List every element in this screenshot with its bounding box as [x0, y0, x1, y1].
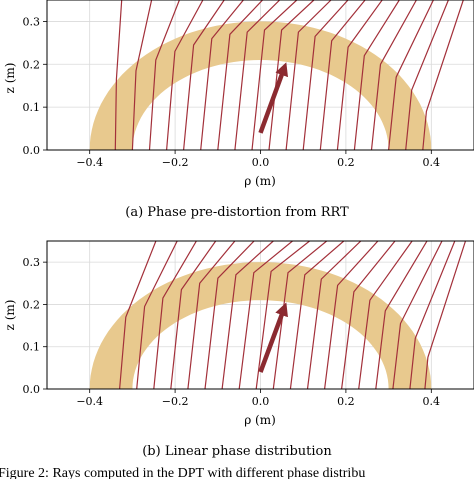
lens-shape	[89, 262, 432, 389]
ray-line	[255, 241, 310, 389]
ray-line	[131, 0, 153, 150]
ray-line	[388, 0, 434, 150]
y-tick-label: 0.3	[23, 15, 41, 28]
y-tick-label: 0.1	[23, 101, 41, 114]
y-ticks-b: 0.0 0.1 0.2 0.3	[23, 256, 47, 396]
ray-line	[353, 0, 400, 150]
direction-arrow	[258, 62, 289, 134]
ray-line	[324, 241, 379, 389]
ray-line	[319, 0, 366, 150]
y-tick-label: 0.2	[23, 298, 41, 311]
ray-line	[166, 0, 204, 150]
x-tick-label: −0.4	[76, 395, 103, 408]
y-tick-label: 0.1	[23, 341, 41, 354]
x-tick-label: −0.4	[76, 156, 103, 169]
x-ticks-a: −0.4 −0.2 0.0 0.2 0.4	[76, 150, 440, 169]
ray-line	[272, 241, 328, 389]
y-tick-label: 0.2	[23, 58, 41, 71]
ray-line	[170, 241, 217, 389]
ray-line	[336, 0, 383, 150]
panel-b: −0.4 −0.2 0.0 0.2 0.4 0.0 0.1 0.2 0.3 ρ (m) z (…	[3, 240, 474, 459]
ray-line	[221, 241, 274, 389]
ray-line	[183, 0, 225, 150]
caption-b: (b) Linear phase distribution	[142, 444, 332, 459]
x-ticks-b: −0.4 −0.2 0.0 0.2 0.4	[76, 389, 440, 408]
ray-line	[217, 0, 264, 150]
figure-caption: Figure 2: Rays computed in the DPT with …	[0, 466, 365, 479]
ray-line	[375, 241, 428, 389]
ray-line	[422, 0, 464, 150]
y-tick-label: 0.0	[23, 144, 41, 157]
ray-line	[187, 241, 236, 389]
y-tick-label: 0.3	[23, 256, 41, 269]
ray-line	[302, 0, 349, 150]
arrow-a	[258, 62, 289, 134]
ray-line	[200, 0, 244, 150]
ray-line	[238, 241, 293, 389]
x-tick-label: 0.4	[423, 156, 441, 169]
ray-line	[289, 241, 345, 389]
ray-line	[306, 241, 362, 389]
x-tick-label: 0.0	[252, 395, 270, 408]
x-tick-label: 0.4	[423, 395, 441, 408]
arrow-b	[258, 302, 288, 373]
ray-line	[409, 241, 456, 389]
x-tick-label: −0.2	[162, 395, 189, 408]
rays-b	[119, 241, 467, 389]
ray-line	[341, 241, 396, 389]
rays-a	[114, 0, 464, 150]
ray-line	[358, 241, 413, 389]
ray-line	[119, 241, 157, 389]
ray-line	[268, 0, 315, 150]
ray-line	[136, 241, 178, 389]
ray-line	[204, 241, 255, 389]
ray-line	[251, 0, 298, 150]
ray-line	[405, 0, 449, 150]
x-tick-label: 0.2	[337, 395, 355, 408]
ray-line	[153, 241, 197, 389]
x-tick-label: 0.2	[337, 156, 355, 169]
direction-arrow	[258, 302, 288, 373]
ray-line	[114, 0, 123, 150]
panel-a: −0.4 −0.2 0.0 0.2 0.4 0.0 0.1 0.2 0.3 ρ (m) z (…	[3, 0, 474, 220]
y-axis-label-b: z (m)	[3, 300, 17, 331]
x-tick-label: −0.2	[162, 156, 189, 169]
lens-b	[89, 262, 432, 389]
ray-line	[148, 0, 180, 150]
y-ticks-a: 0.0 0.1 0.2 0.3	[23, 15, 47, 157]
ray-line	[370, 0, 417, 150]
ray-line	[392, 241, 443, 389]
caption-a: (a) Phase pre-distortion from RRT	[125, 205, 349, 220]
x-axis-label-a: ρ (m)	[244, 174, 276, 188]
ray-line	[285, 0, 332, 150]
ray-line	[424, 241, 467, 389]
x-axis-label-b: ρ (m)	[244, 413, 276, 427]
y-axis-label-a: z (m)	[3, 63, 17, 94]
x-tick-label: 0.0	[252, 156, 270, 169]
ray-line	[234, 0, 281, 150]
y-tick-label: 0.0	[23, 383, 41, 396]
